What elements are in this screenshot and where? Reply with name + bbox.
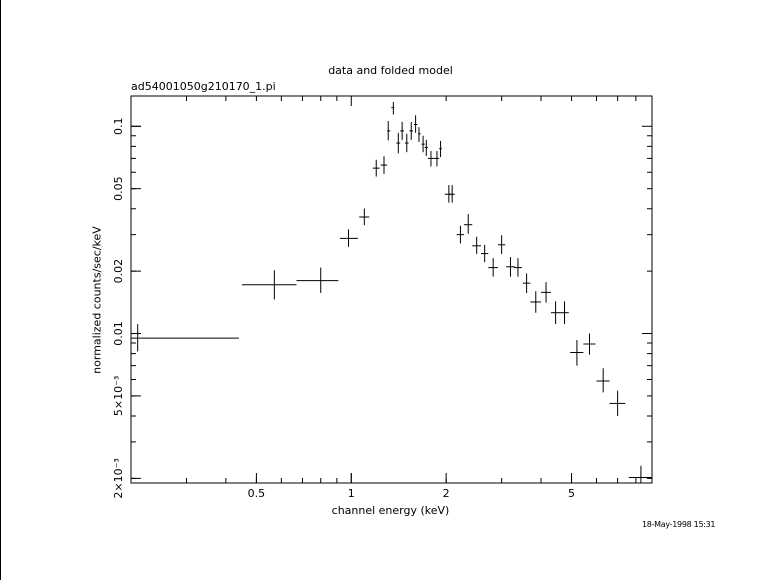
data-point bbox=[396, 132, 401, 154]
chart-subtitle: ad54001050g210170_1.pi bbox=[131, 80, 276, 93]
data-point bbox=[409, 121, 414, 140]
data-point bbox=[472, 236, 481, 254]
x-tick-label: 0.5 bbox=[248, 487, 266, 500]
data-point bbox=[404, 133, 409, 153]
axis-ticks bbox=[130, 96, 653, 483]
x-tick-label: 2 bbox=[443, 487, 450, 500]
data-point bbox=[609, 390, 626, 416]
data-point bbox=[480, 244, 489, 263]
data-point bbox=[522, 273, 531, 293]
y-tick-label: 2×10⁻³ bbox=[112, 458, 125, 498]
data-point bbox=[241, 270, 297, 300]
left-border-line bbox=[0, 0, 1, 580]
data-point bbox=[488, 258, 498, 277]
data-point bbox=[439, 140, 442, 158]
x-axis-label: channel energy (keV) bbox=[331, 504, 450, 517]
y-tick-label: 0.1 bbox=[112, 118, 125, 136]
data-point bbox=[456, 225, 465, 244]
data-point bbox=[596, 368, 610, 393]
data-point bbox=[433, 150, 440, 167]
y-tick-label: 0.05 bbox=[112, 176, 125, 201]
data-point bbox=[530, 291, 542, 313]
y-tick-label: 0.01 bbox=[112, 321, 125, 346]
data-point bbox=[541, 282, 551, 303]
y-tick-label: 5×10⁻³ bbox=[112, 376, 125, 416]
data-point bbox=[391, 101, 395, 115]
data-point bbox=[570, 340, 584, 366]
timestamp: 18-May-1998 15:31 bbox=[642, 520, 716, 529]
data-point bbox=[506, 257, 515, 277]
data-point bbox=[339, 229, 358, 247]
data-point bbox=[413, 115, 418, 133]
data-point bbox=[421, 135, 425, 153]
plot-frame bbox=[130, 95, 653, 484]
data-points bbox=[131, 101, 652, 484]
data-point bbox=[380, 156, 388, 174]
chart-title: data and folded model bbox=[328, 64, 453, 77]
data-point bbox=[560, 301, 569, 325]
data-point bbox=[424, 139, 428, 156]
data-point bbox=[427, 150, 434, 167]
data-point bbox=[464, 214, 473, 234]
data-point bbox=[400, 121, 405, 140]
data-point bbox=[449, 185, 455, 203]
x-tick-label: 5 bbox=[568, 487, 575, 500]
data-point bbox=[296, 267, 339, 293]
axis-tick-labels: 0.5 1 2 5 2×10⁻³ 5×10⁻³ 0.01 0.02 0.05 0.1 bbox=[112, 118, 575, 500]
data-point bbox=[550, 301, 561, 325]
data-point bbox=[387, 121, 391, 141]
data-point bbox=[513, 258, 522, 277]
data-point bbox=[583, 333, 596, 355]
data-point bbox=[131, 324, 239, 352]
data-point bbox=[628, 465, 652, 484]
data-point bbox=[372, 159, 380, 177]
data-point bbox=[359, 208, 370, 226]
data-point bbox=[497, 235, 506, 254]
y-tick-label: 0.02 bbox=[112, 259, 125, 284]
data-point bbox=[418, 127, 421, 142]
x-tick-label: 1 bbox=[348, 487, 355, 500]
